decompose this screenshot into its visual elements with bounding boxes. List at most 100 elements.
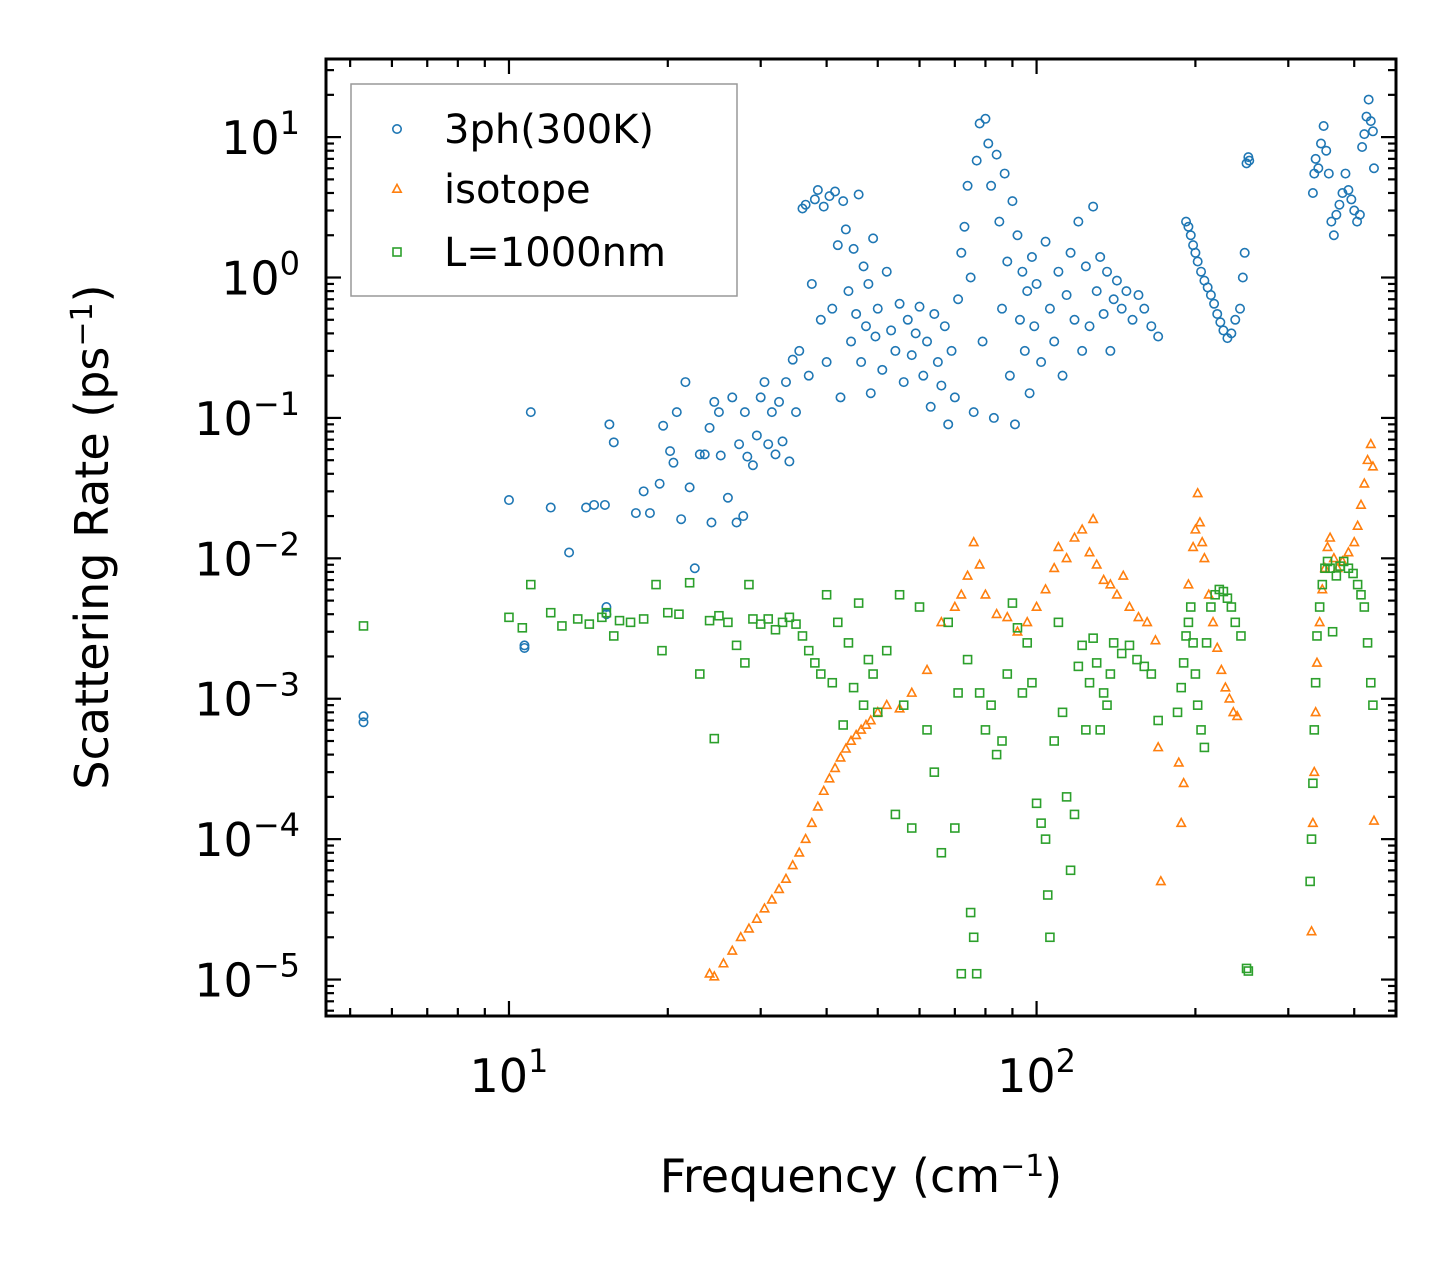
data-point xyxy=(1185,602,1196,612)
data-point xyxy=(674,609,684,620)
data-point xyxy=(838,720,848,730)
data-point xyxy=(1239,247,1250,258)
data-point xyxy=(971,968,982,979)
data-point xyxy=(1002,256,1013,267)
data-point xyxy=(803,645,814,656)
data-point xyxy=(1192,487,1204,498)
data-point xyxy=(1211,641,1223,652)
data-point xyxy=(766,407,777,418)
data-point xyxy=(1243,966,1254,976)
data-point xyxy=(1315,138,1326,149)
data-point xyxy=(1305,876,1315,887)
data-point xyxy=(1065,865,1076,876)
data-point xyxy=(708,970,720,981)
data-point xyxy=(1212,308,1223,319)
data-point xyxy=(890,345,901,356)
data-point xyxy=(1201,638,1212,648)
data-point xyxy=(1343,185,1354,196)
data-point xyxy=(1083,546,1096,557)
data-point xyxy=(1040,583,1052,594)
data-point xyxy=(850,728,862,740)
data-point xyxy=(997,736,1007,746)
data-point xyxy=(936,847,947,858)
data-point xyxy=(949,392,960,403)
data-point xyxy=(959,221,970,232)
data-point xyxy=(1105,345,1116,356)
data-point xyxy=(1040,834,1051,844)
data-point xyxy=(1024,388,1035,399)
data-point xyxy=(1053,266,1064,277)
data-point xyxy=(787,354,798,365)
y-tick-label: 10−4 xyxy=(194,806,300,867)
data-point xyxy=(1031,278,1042,289)
data-point xyxy=(1061,792,1072,802)
data-point xyxy=(1196,266,1207,277)
data-point xyxy=(991,607,1003,619)
data-point xyxy=(1111,275,1122,286)
data-point xyxy=(1108,638,1119,648)
data-point xyxy=(1222,593,1233,604)
data-point xyxy=(1053,617,1064,628)
data-point xyxy=(599,499,610,510)
data-point xyxy=(625,617,636,628)
data-point xyxy=(723,617,733,628)
data-point xyxy=(740,658,750,668)
data-point xyxy=(1367,126,1378,137)
data-point xyxy=(1183,617,1194,628)
data-point xyxy=(929,308,940,319)
data-point xyxy=(1088,633,1098,643)
data-point xyxy=(1098,688,1109,698)
y-tick-label: 10−2 xyxy=(194,525,300,586)
data-point xyxy=(914,301,925,312)
data-point xyxy=(1139,661,1150,672)
data-point xyxy=(1155,875,1167,886)
data-point xyxy=(1226,602,1237,612)
data-point xyxy=(1178,776,1190,788)
data-point xyxy=(1207,616,1219,627)
data-point xyxy=(1044,303,1055,314)
data-point xyxy=(604,419,615,430)
data-point xyxy=(358,621,369,631)
data-point xyxy=(818,784,830,796)
data-point xyxy=(1237,272,1248,283)
data-point xyxy=(1352,579,1363,590)
data-point xyxy=(1326,216,1337,227)
data-point xyxy=(865,388,876,399)
data-point xyxy=(1362,638,1373,648)
data-point xyxy=(1091,558,1103,569)
data-point xyxy=(983,138,994,149)
data-point xyxy=(863,654,874,665)
data-point xyxy=(668,457,679,468)
data-point xyxy=(671,407,682,418)
data-point xyxy=(1185,230,1196,241)
data-point xyxy=(1014,314,1025,325)
legend-label: isotope xyxy=(444,167,591,213)
data-point xyxy=(1045,932,1055,943)
data-point xyxy=(1362,453,1374,465)
data-point xyxy=(743,922,755,933)
data-point xyxy=(953,688,963,698)
data-point xyxy=(832,617,843,628)
data-point xyxy=(953,294,964,305)
data-point xyxy=(1049,736,1060,746)
data-point xyxy=(848,682,859,693)
data-point xyxy=(504,612,514,623)
data-point xyxy=(584,619,595,629)
data-point xyxy=(979,588,991,599)
data-point xyxy=(1188,638,1198,648)
data-point xyxy=(731,640,742,651)
data-point xyxy=(759,377,770,388)
data-point xyxy=(601,602,612,613)
data-point xyxy=(644,508,655,519)
data-point xyxy=(545,502,556,513)
data-point xyxy=(638,486,649,497)
data-point xyxy=(572,614,583,624)
data-point xyxy=(1111,588,1123,599)
data-point xyxy=(800,832,812,844)
data-point xyxy=(845,734,857,745)
data-point xyxy=(1363,94,1374,105)
data-point xyxy=(1206,602,1216,612)
data-point xyxy=(868,669,878,679)
data-point xyxy=(965,907,976,918)
data-point xyxy=(1141,616,1153,627)
